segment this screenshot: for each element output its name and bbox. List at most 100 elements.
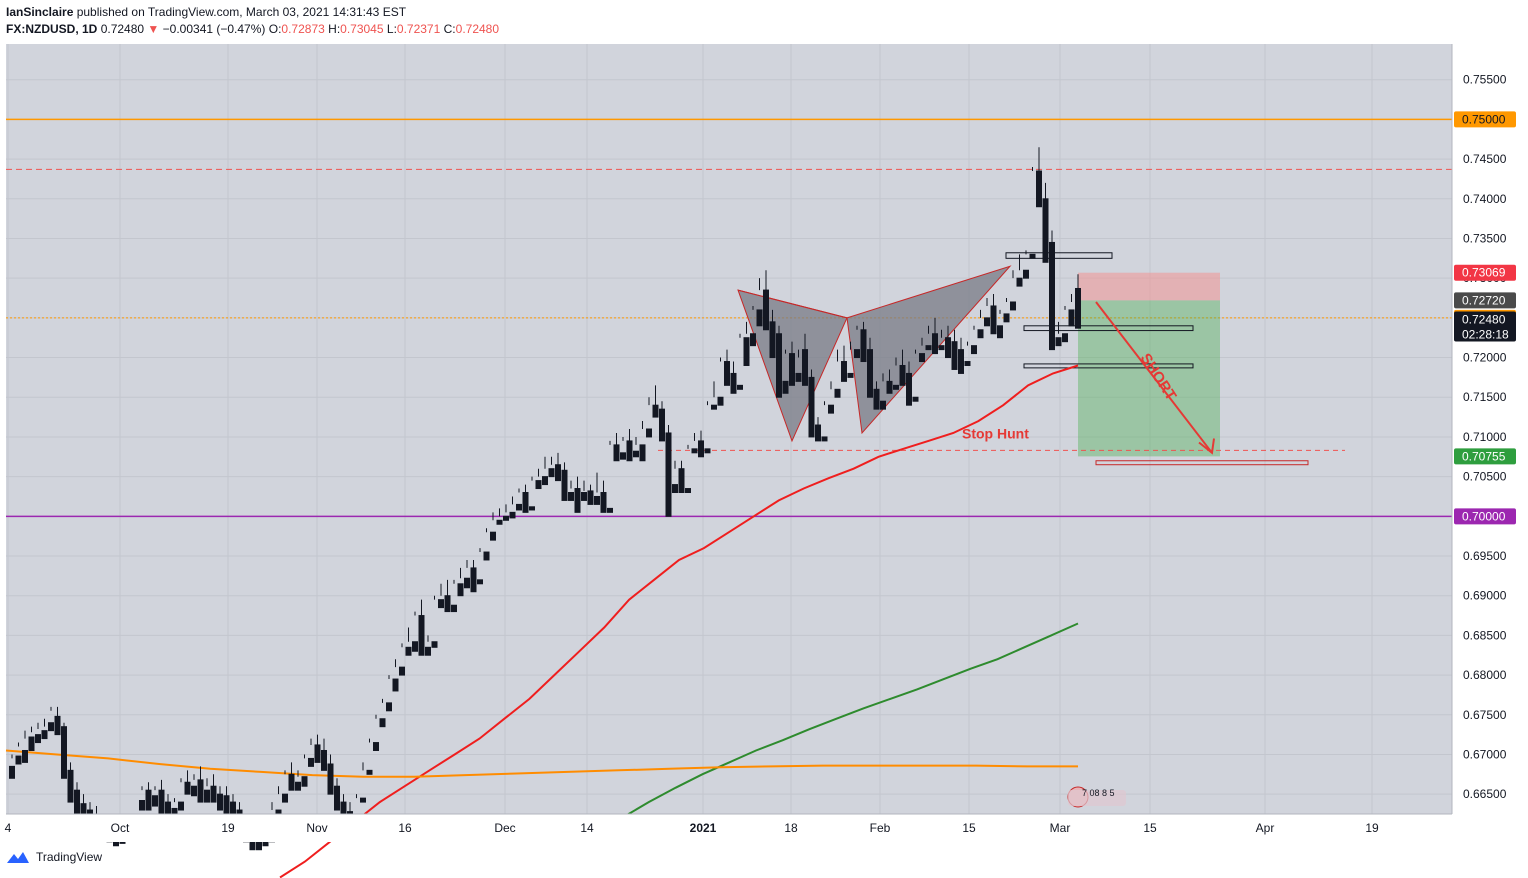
candle: [574, 476, 581, 513]
candle: [685, 444, 691, 494]
h-label: H:: [328, 22, 341, 36]
candle: [607, 440, 613, 513]
candle-body: [711, 404, 717, 410]
time-tick-label: 2021: [690, 821, 717, 835]
price-tag: 0.73069: [1454, 264, 1516, 281]
price-tick-label: 0.74500: [1463, 152, 1507, 166]
candle-body: [873, 388, 880, 410]
candle: [724, 349, 730, 386]
candle-body: [425, 646, 431, 656]
candle: [867, 337, 873, 398]
candle: [951, 329, 958, 370]
candle: [847, 341, 854, 378]
candle-body: [171, 807, 178, 815]
candle-body: [704, 448, 711, 454]
candle: [48, 706, 54, 732]
candle-body: [373, 742, 379, 751]
price-tag: 0.70755: [1454, 448, 1516, 465]
candle-body: [626, 440, 633, 462]
candle: [1023, 250, 1029, 279]
candle: [379, 698, 386, 728]
candle-body: [1055, 337, 1062, 347]
time-axis[interactable]: 4 Oct 19 Nov 16 Dec 14 2021 18 Feb 15 Mar 15 Apr 19: [0, 813, 1528, 842]
candle-body: [743, 337, 750, 366]
candle: [626, 429, 633, 462]
candle: [737, 333, 743, 390]
candle-body: [769, 321, 776, 359]
trade-setup: [658, 252, 1345, 466]
c-label: C:: [443, 22, 456, 36]
candle: [971, 325, 977, 355]
candle-body: [594, 495, 600, 505]
price-axis[interactable]: 0.75500 0.75000 0.74500 0.74000 0.73500 0.730…: [1451, 44, 1528, 814]
change-value: −0.00341 (−0.47%): [162, 22, 266, 36]
candle: [496, 508, 503, 525]
time-tick-label: 15: [1143, 821, 1157, 835]
price-tick-label: 0.69500: [1463, 549, 1507, 563]
candle: [932, 317, 938, 355]
candle: [41, 718, 48, 740]
candle: [327, 754, 334, 795]
candle: [639, 421, 646, 462]
candle-body: [893, 384, 899, 390]
tradingview-logo-icon: [7, 852, 29, 863]
candle: [925, 325, 932, 351]
candle-body: [54, 715, 61, 736]
candle: [568, 480, 574, 501]
candle: [477, 548, 483, 585]
candle: [912, 349, 919, 402]
candle: [1036, 147, 1042, 208]
candle-body: [971, 345, 977, 355]
price-tick-label: 0.70500: [1463, 470, 1507, 484]
time-tick-label: 16: [398, 821, 412, 835]
candle-body: [522, 492, 529, 513]
candle-body: [912, 396, 919, 402]
candle-body: [756, 309, 763, 327]
candle-body: [158, 789, 165, 815]
price-tag-bg: [1454, 111, 1516, 128]
candle: [743, 321, 750, 366]
candle-body: [568, 492, 574, 501]
time-tick-label: 15: [962, 821, 976, 835]
candle-body: [548, 468, 555, 478]
candle: [600, 480, 607, 513]
symbol-label[interactable]: FX:NZDUSD, 1D: [6, 22, 98, 36]
candle-body: [295, 781, 301, 791]
candle: [938, 329, 945, 351]
price-tag-label: 0.70000: [1462, 509, 1506, 523]
candle-body: [334, 785, 340, 811]
candle: [769, 309, 776, 359]
candle-body: [321, 749, 327, 771]
candle: [860, 321, 867, 363]
candle: [28, 726, 35, 751]
candle-body: [698, 440, 704, 458]
candle-body: [646, 428, 652, 438]
candle-body: [399, 666, 405, 676]
candle-body: [412, 641, 418, 652]
candle: [1042, 182, 1049, 263]
candle-body: [776, 333, 782, 398]
footer-brand[interactable]: TradingView: [36, 850, 103, 864]
candle-body: [35, 734, 41, 744]
candle-body: [802, 349, 808, 386]
candle-body: [730, 372, 737, 394]
price-tag-label: 0.73069: [1462, 266, 1506, 280]
candle-body: [314, 744, 321, 763]
candle-body: [509, 511, 516, 519]
short-arrow-head: [1198, 438, 1215, 455]
time-axis-bg: [0, 814, 1528, 842]
candle: [711, 381, 717, 410]
price-tag-label: 0.75000: [1462, 112, 1506, 126]
candle: [945, 325, 951, 359]
candle: [1062, 305, 1068, 343]
publisher-name[interactable]: IanSinclaire: [6, 5, 74, 19]
candle-body: [789, 353, 795, 386]
candle: [457, 567, 464, 597]
candle: [581, 480, 587, 501]
price-tick-label: 0.67000: [1463, 747, 1507, 761]
candle: [756, 278, 763, 327]
candle: [522, 484, 529, 513]
chart-header: IanSinclaire published on TradingView.co…: [6, 4, 499, 38]
candle: [334, 778, 340, 811]
